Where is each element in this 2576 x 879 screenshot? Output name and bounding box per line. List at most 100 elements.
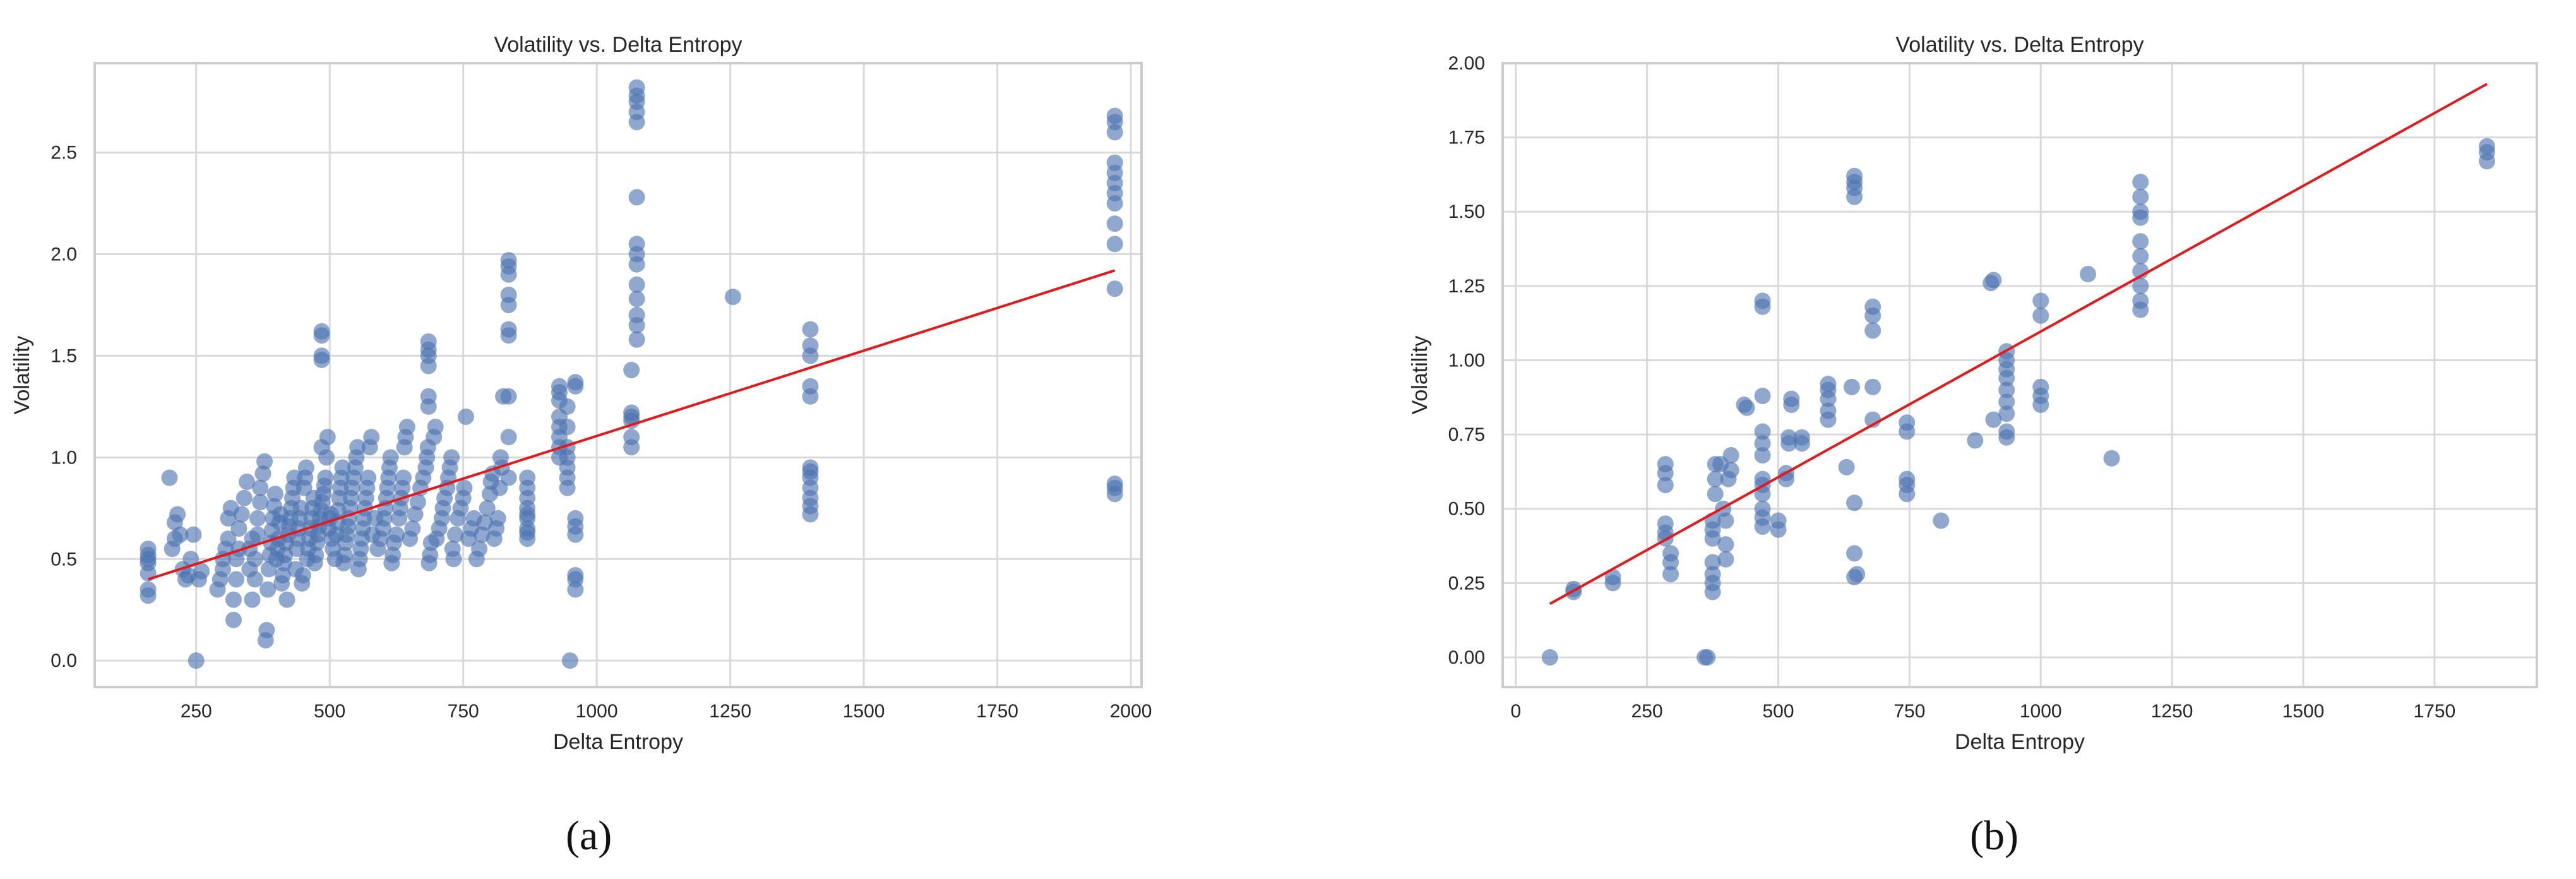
data-point bbox=[559, 419, 576, 436]
data-point bbox=[294, 566, 311, 583]
data-point bbox=[256, 453, 273, 470]
data-point bbox=[443, 449, 460, 466]
data-point bbox=[1106, 475, 1123, 493]
data-point bbox=[628, 189, 645, 206]
data-point bbox=[140, 541, 157, 558]
data-point bbox=[193, 563, 210, 580]
data-point bbox=[1106, 107, 1123, 124]
y-tick-label: 1.0 bbox=[51, 447, 77, 468]
data-point bbox=[161, 469, 178, 486]
data-point bbox=[1846, 545, 1863, 562]
data-point bbox=[1754, 423, 1771, 440]
data-point bbox=[1717, 536, 1734, 553]
data-point bbox=[409, 494, 426, 511]
regression-line bbox=[147, 269, 1116, 581]
data-point bbox=[404, 520, 421, 537]
data-point bbox=[1933, 512, 1950, 529]
data-point bbox=[2032, 378, 2049, 395]
y-tick-label: 0.00 bbox=[1448, 647, 1485, 668]
y-tick-label: 0.75 bbox=[1448, 424, 1485, 445]
data-point bbox=[172, 526, 189, 543]
data-point bbox=[2080, 266, 2097, 283]
y-tick-label: 2.00 bbox=[1448, 53, 1485, 74]
data-point bbox=[445, 551, 462, 568]
data-point bbox=[2103, 450, 2120, 467]
x-tick-label: 1000 bbox=[2020, 701, 2062, 722]
regression-line bbox=[1549, 83, 2488, 606]
data-point bbox=[1985, 272, 2002, 289]
data-point bbox=[1722, 462, 1739, 479]
data-point bbox=[252, 494, 269, 511]
data-point bbox=[567, 374, 584, 391]
data-point bbox=[623, 429, 640, 446]
data-point bbox=[297, 459, 314, 476]
data-point bbox=[489, 510, 506, 527]
data-point bbox=[259, 581, 277, 598]
data-point bbox=[1707, 486, 1724, 503]
data-point bbox=[1793, 429, 1810, 446]
data-point bbox=[1717, 551, 1734, 568]
chart-title: Volatility vs. Delta Entropy bbox=[494, 33, 742, 57]
data-point bbox=[1780, 429, 1798, 446]
data-point bbox=[500, 469, 517, 486]
y-tick-label: 1.00 bbox=[1448, 350, 1485, 371]
data-point bbox=[249, 510, 266, 527]
data-point bbox=[1738, 399, 1755, 416]
caption-a: (a) bbox=[566, 813, 612, 859]
x-tick-label: 1500 bbox=[2282, 701, 2325, 722]
data-point bbox=[1754, 500, 1771, 517]
data-point bbox=[225, 591, 242, 608]
data-point bbox=[1846, 167, 1863, 184]
data-points bbox=[1541, 138, 2496, 666]
data-point bbox=[1657, 456, 1674, 473]
data-point bbox=[427, 419, 444, 436]
tick-labels: 250 500 750 1000 1250 1500 1750 2000 0.0 0.5 1.0 1.… bbox=[51, 143, 1152, 722]
data-point bbox=[249, 526, 266, 543]
data-point bbox=[1899, 414, 1916, 431]
data-point bbox=[628, 331, 645, 348]
data-point bbox=[567, 566, 584, 583]
data-point bbox=[1754, 387, 1771, 404]
y-tick-label: 2.0 bbox=[51, 244, 77, 265]
data-point bbox=[500, 252, 517, 269]
data-point bbox=[407, 506, 424, 523]
data-point bbox=[519, 524, 536, 541]
data-point bbox=[385, 546, 402, 563]
data-point bbox=[1998, 423, 2015, 440]
y-tick-label: 0.0 bbox=[51, 650, 77, 671]
data-point bbox=[313, 347, 330, 364]
data-point bbox=[500, 388, 517, 405]
tick-labels: 0 250 500 750 1000 1250 1500 1750 0.00 0.25 0.50 0.… bbox=[1448, 53, 2456, 722]
data-point bbox=[2032, 292, 2049, 309]
axes-frame bbox=[1501, 62, 2538, 688]
gridlines bbox=[95, 63, 1142, 687]
data-point bbox=[422, 546, 439, 563]
y-tick-label: 1.75 bbox=[1448, 128, 1485, 148]
data-point bbox=[236, 489, 253, 506]
data-point bbox=[623, 404, 640, 421]
y-tick-label: 2.5 bbox=[51, 143, 77, 164]
x-tick-label: 2000 bbox=[1110, 701, 1152, 722]
data-point bbox=[1770, 512, 1787, 529]
x-tick-label: 250 bbox=[1631, 701, 1663, 722]
data-point bbox=[1106, 236, 1123, 253]
data-point bbox=[254, 465, 271, 482]
data-point bbox=[1864, 322, 1881, 339]
data-point bbox=[802, 378, 819, 395]
data-point bbox=[225, 611, 242, 628]
scatter-chart-b: 0 250 500 750 1000 1250 1500 1750 0.00 0.25 0.50 0.… bbox=[1408, 33, 2538, 754]
data-point bbox=[1820, 376, 1837, 393]
data-point bbox=[1967, 432, 1984, 449]
data-point bbox=[246, 571, 263, 588]
data-point bbox=[519, 506, 536, 523]
data-point bbox=[1864, 378, 1881, 395]
data-point bbox=[1754, 435, 1771, 452]
x-tick-label: 1250 bbox=[709, 701, 751, 722]
x-tick-label: 500 bbox=[1762, 701, 1794, 722]
data-point bbox=[188, 652, 205, 669]
data-point bbox=[313, 323, 330, 340]
data-point bbox=[471, 541, 488, 558]
data-point bbox=[266, 486, 283, 503]
data-point bbox=[802, 321, 819, 338]
caption-b: (b) bbox=[1970, 813, 2018, 859]
